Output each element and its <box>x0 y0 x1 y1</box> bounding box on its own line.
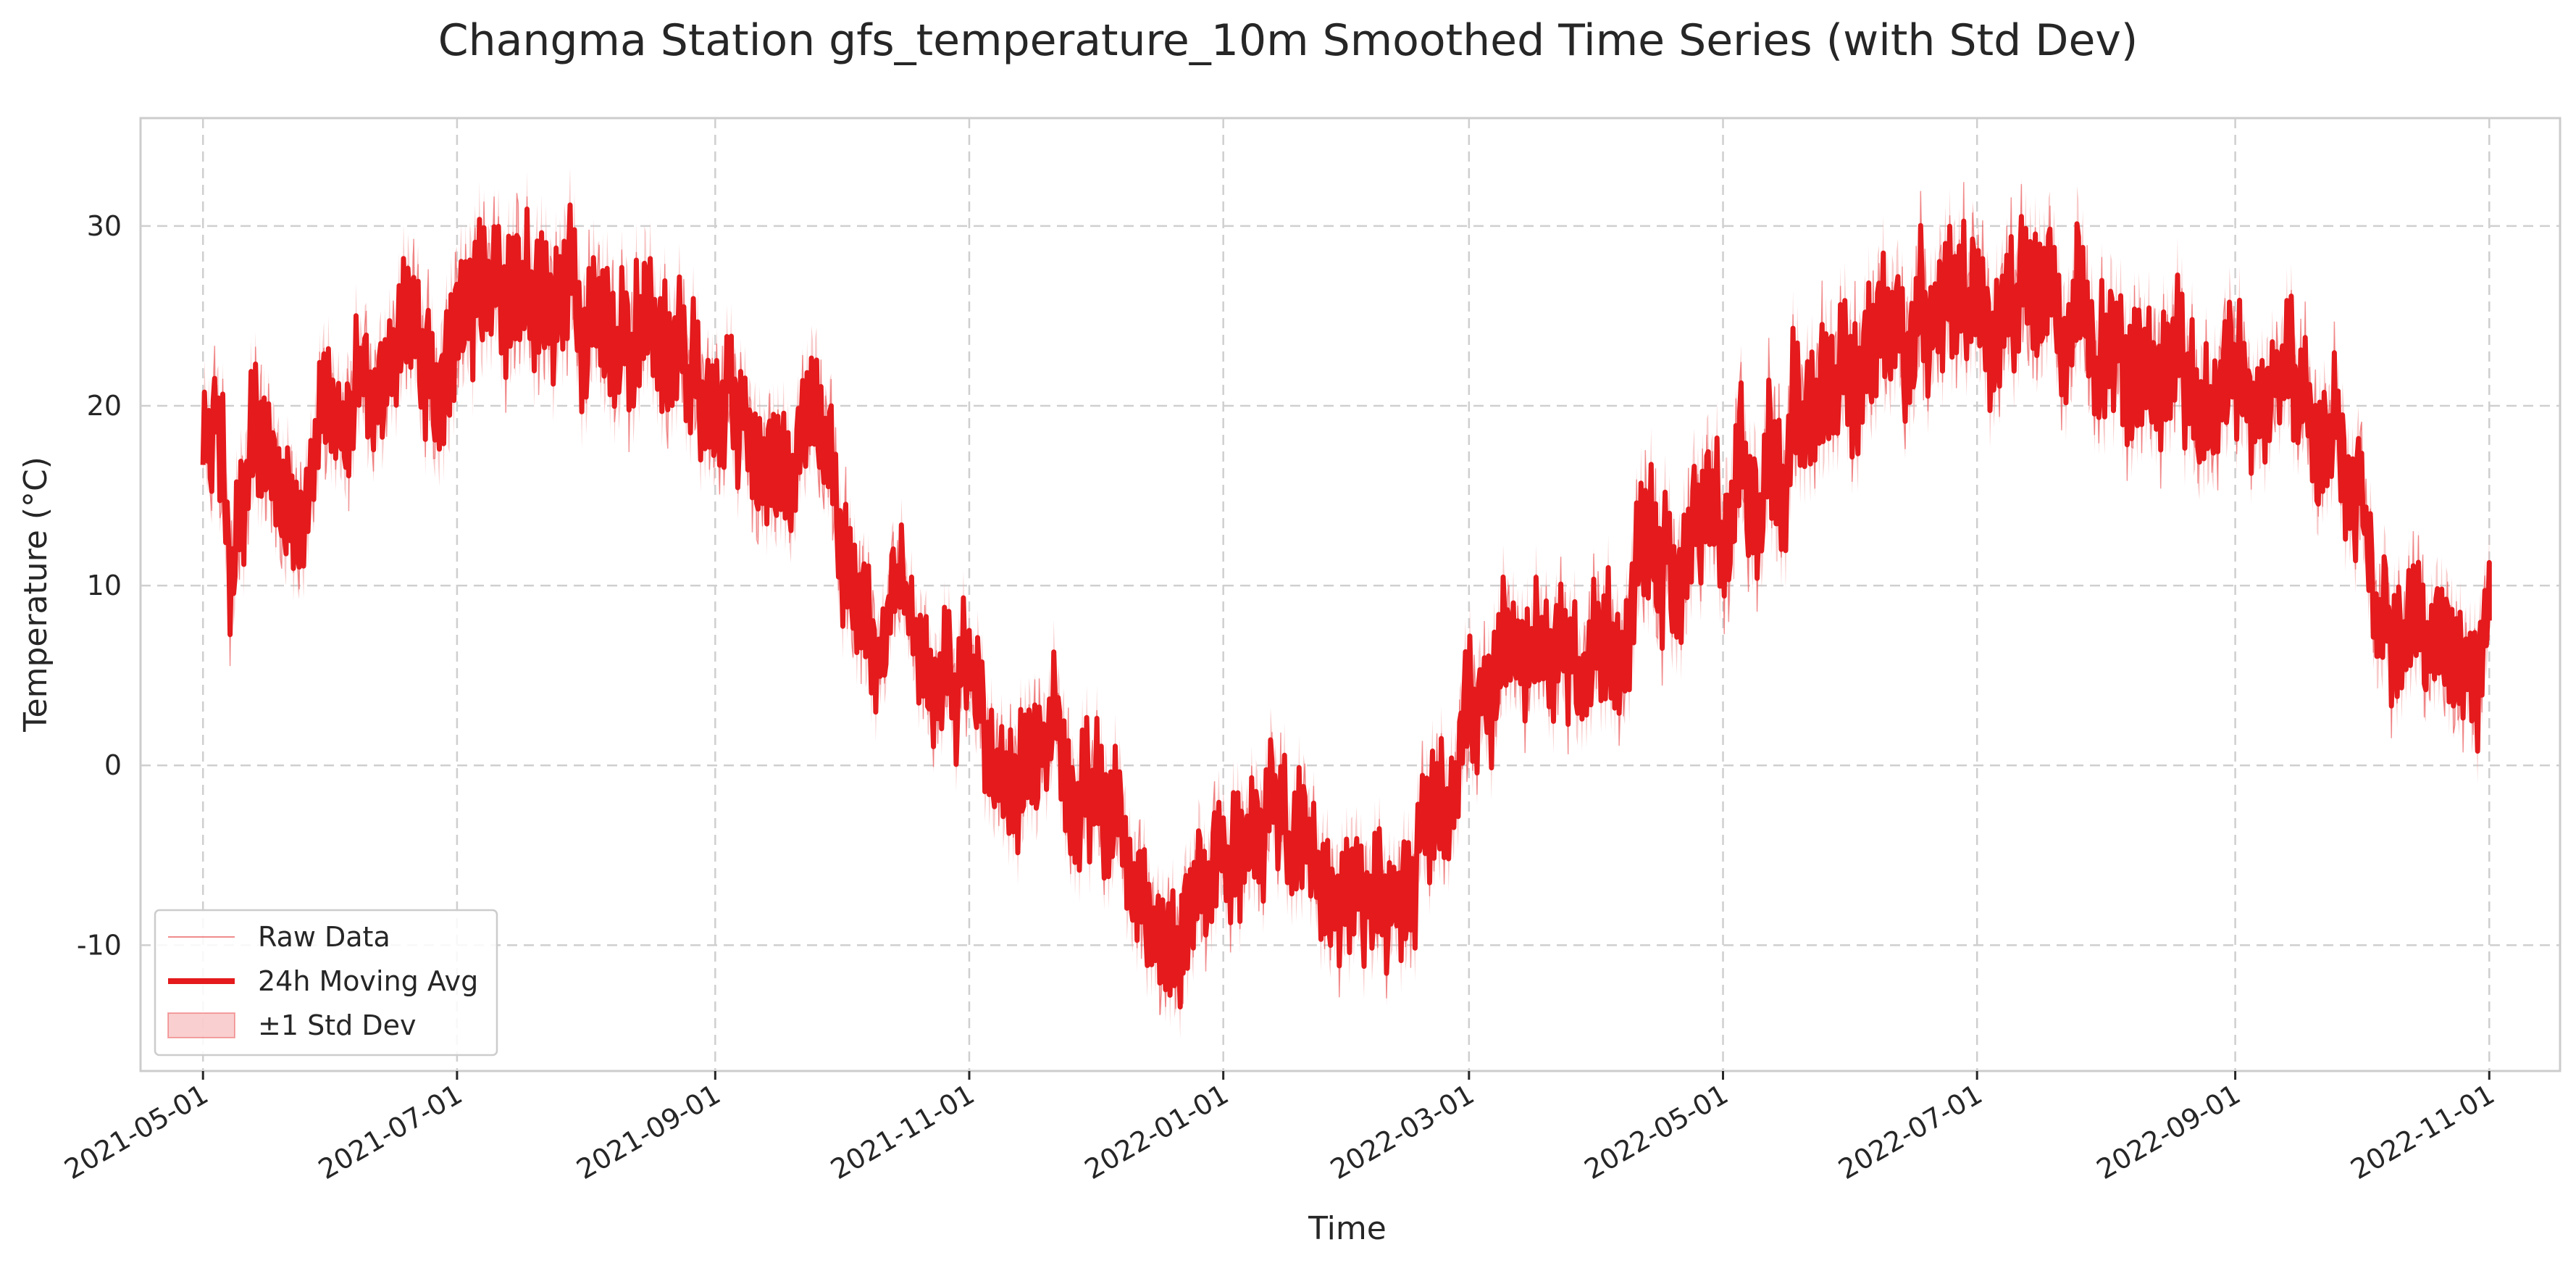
y-tick-label: -10 <box>77 929 122 961</box>
legend-band-label: ±1 Std Dev <box>258 1009 416 1041</box>
moving-avg-line <box>200 202 2492 1010</box>
x-tick-label: 2022-11-01 <box>2346 1078 2500 1186</box>
x-axis-ticks: 2021-05-01 2021-07-01 2021-09-01 2021-11-01… <box>59 1071 2500 1186</box>
legend-band-swatch <box>167 1012 235 1038</box>
legend-box <box>154 909 498 1057</box>
x-tick-label: 2022-01-01 <box>1079 1078 1234 1186</box>
legend: Raw Data 24h Moving Avg ±1 Std Dev <box>154 909 498 1057</box>
x-tick-label: 2021-05-01 <box>59 1078 213 1186</box>
moving-avg-series <box>200 202 2492 1010</box>
y-tick-label: 20 <box>87 390 122 422</box>
chart-title: Changma Station gfs_temperature_10m Smoo… <box>438 15 2138 66</box>
x-tick-label: 2022-09-01 <box>2091 1078 2246 1186</box>
x-tick-label: 2021-07-01 <box>313 1078 467 1186</box>
y-axis-ticks: -10 0 10 20 30 <box>77 210 122 961</box>
y-tick-label: 30 <box>87 210 122 242</box>
legend-raw-label: Raw Data <box>258 921 390 953</box>
y-tick-label: 10 <box>87 570 122 601</box>
y-tick-label: 0 <box>104 749 122 781</box>
x-tick-label: 2022-07-01 <box>1833 1078 1987 1186</box>
x-tick-label: 2021-11-01 <box>825 1078 979 1186</box>
legend-avg-label: 24h Moving Avg <box>258 965 478 997</box>
x-axis-label: Time <box>1308 1210 1387 1247</box>
x-tick-label: 2022-05-01 <box>1579 1078 1734 1186</box>
x-tick-label: 2021-09-01 <box>572 1078 726 1186</box>
y-axis-label: Temperature (°C) <box>17 457 54 733</box>
x-tick-label: 2022-03-01 <box>1325 1078 1479 1186</box>
